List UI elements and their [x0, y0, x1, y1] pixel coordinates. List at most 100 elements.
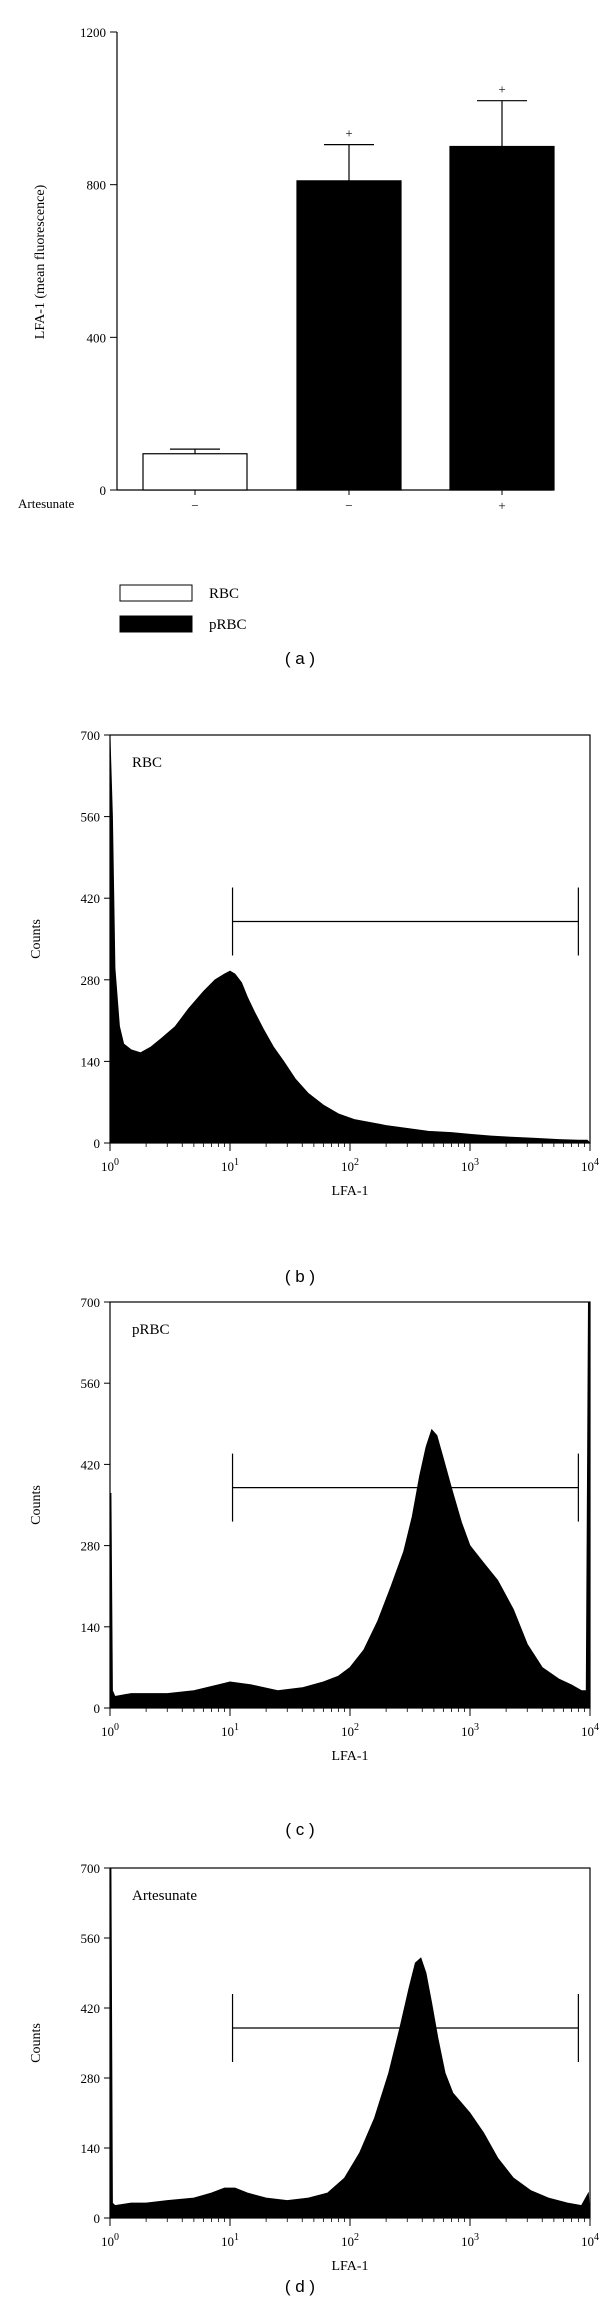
sample-label: RBC: [132, 755, 162, 771]
x-tick-label: 104: [581, 1722, 599, 1739]
x-tick-label: 101: [221, 1157, 239, 1174]
a-legend-label: pRBC: [209, 617, 247, 633]
y-tick-label: 700: [81, 728, 101, 743]
x-tick-label: 100: [101, 2232, 119, 2249]
x-tick-label: 100: [101, 1157, 119, 1174]
a-y-axis-label: LFA-1 (mean fluorescence): [33, 184, 48, 339]
x-axis-label: LFA-1: [331, 2259, 368, 2274]
a-y-tick-label: 0: [100, 483, 107, 498]
y-tick-label: 280: [81, 2071, 101, 2086]
x-tick-base: 10: [581, 2234, 594, 2249]
y-tick-label: 700: [81, 1295, 101, 1310]
a-legend-swatch: [119, 584, 193, 602]
x-tick-exponent: 4: [594, 1157, 599, 1168]
y-tick-label: 560: [81, 1931, 101, 1946]
x-tick-base: 10: [101, 2234, 114, 2249]
y-tick-label: 560: [81, 1376, 101, 1391]
x-tick-label: 101: [221, 1722, 239, 1739]
y-tick-label: 420: [81, 2001, 101, 2016]
x-tick-label: 100: [101, 1722, 119, 1739]
x-tick-label: 103: [461, 1157, 479, 1174]
a-panel-label: ( a ): [285, 649, 315, 668]
x-tick-exponent: 3: [474, 2232, 479, 2243]
y-tick-label: 140: [81, 1620, 101, 1635]
x-tick-exponent: 1: [234, 1157, 239, 1168]
x-tick-label: 104: [581, 2232, 599, 2249]
y-axis-label: Counts: [29, 1485, 44, 1525]
a-category-label: +: [498, 498, 505, 513]
panel-a-bar-chart: 0 400 800 1200 + + LFA-1 (mean fluorescence)…: [18, 25, 555, 668]
x-tick-exponent: 1: [234, 1722, 239, 1733]
a-significance-mark: +: [498, 82, 505, 97]
x-tick-label: 101: [221, 2232, 239, 2249]
x-tick-base: 10: [221, 2234, 234, 2249]
a-legend-label: RBC: [209, 586, 239, 602]
x-tick-exponent: 1: [234, 2232, 239, 2243]
x-tick-base: 10: [461, 1724, 474, 1739]
x-tick-exponent: 2: [354, 1722, 359, 1733]
x-tick-base: 10: [581, 1724, 594, 1739]
a-category-label: −: [345, 498, 352, 513]
y-tick-label: 280: [81, 973, 101, 988]
x-tick-exponent: 0: [114, 1722, 119, 1733]
x-tick-base: 10: [461, 1159, 474, 1174]
a-significance-mark: +: [345, 126, 352, 141]
y-tick-label: 0: [94, 2211, 101, 2226]
y-tick-label: 420: [81, 891, 101, 906]
x-axis-label: LFA-1: [331, 1749, 368, 1764]
panel-label: ( b ): [285, 1267, 315, 1286]
plot-frame-d: [109, 1867, 591, 2219]
x-tick-base: 10: [581, 1159, 594, 1174]
x-tick-exponent: 3: [474, 1157, 479, 1168]
a-y-tick-label: 1200: [80, 25, 106, 40]
x-tick-label: 102: [341, 1722, 359, 1739]
x-tick-label: 103: [461, 2232, 479, 2249]
histogram-c: [109, 1301, 591, 1709]
a-y-tick-label: 800: [87, 178, 107, 193]
x-tick-exponent: 3: [474, 1722, 479, 1733]
histogram-d: [109, 1867, 591, 2219]
a-legend-swatch: [119, 615, 193, 633]
panel-label: ( d ): [285, 2277, 315, 2296]
a-row-label: Artesunate: [18, 496, 75, 511]
a-bar: [296, 180, 402, 491]
x-tick-exponent: 0: [114, 2232, 119, 2243]
x-tick-exponent: 2: [354, 1157, 359, 1168]
x-tick-label: 102: [341, 1157, 359, 1174]
panel-label: ( c ): [285, 1820, 314, 1839]
histogram-b: [109, 734, 591, 1144]
x-tick-exponent: 4: [594, 2232, 599, 2243]
x-axis-label: LFA-1: [331, 1184, 368, 1199]
x-tick-base: 10: [101, 1724, 114, 1739]
y-tick-label: 560: [81, 810, 101, 825]
x-tick-label: 103: [461, 1722, 479, 1739]
y-tick-label: 0: [94, 1701, 101, 1716]
x-tick-base: 10: [101, 1159, 114, 1174]
a-bar: [449, 145, 555, 491]
x-tick-base: 10: [221, 1159, 234, 1174]
y-tick-label: 280: [81, 1539, 101, 1554]
x-tick-exponent: 4: [594, 1722, 599, 1733]
a-legend: RBC pRBC: [119, 584, 247, 633]
y-tick-label: 140: [81, 1054, 101, 1069]
a-bar: [142, 453, 248, 491]
x-tick-base: 10: [341, 1724, 354, 1739]
x-tick-base: 10: [341, 1159, 354, 1174]
x-tick-base: 10: [221, 1724, 234, 1739]
y-axis-label: Counts: [29, 919, 44, 959]
sample-label: Artesunate: [132, 1888, 197, 1904]
y-axis-label: Counts: [29, 2023, 44, 2063]
y-tick-label: 140: [81, 2141, 101, 2156]
a-category-label: −: [191, 498, 198, 513]
sample-label: pRBC: [132, 1322, 170, 1338]
x-tick-exponent: 2: [354, 2232, 359, 2243]
x-tick-base: 10: [461, 2234, 474, 2249]
x-tick-label: 104: [581, 1157, 599, 1174]
y-tick-label: 420: [81, 1457, 101, 1472]
y-tick-label: 0: [94, 1136, 101, 1151]
x-tick-base: 10: [341, 2234, 354, 2249]
a-y-tick-label: 400: [87, 330, 107, 345]
